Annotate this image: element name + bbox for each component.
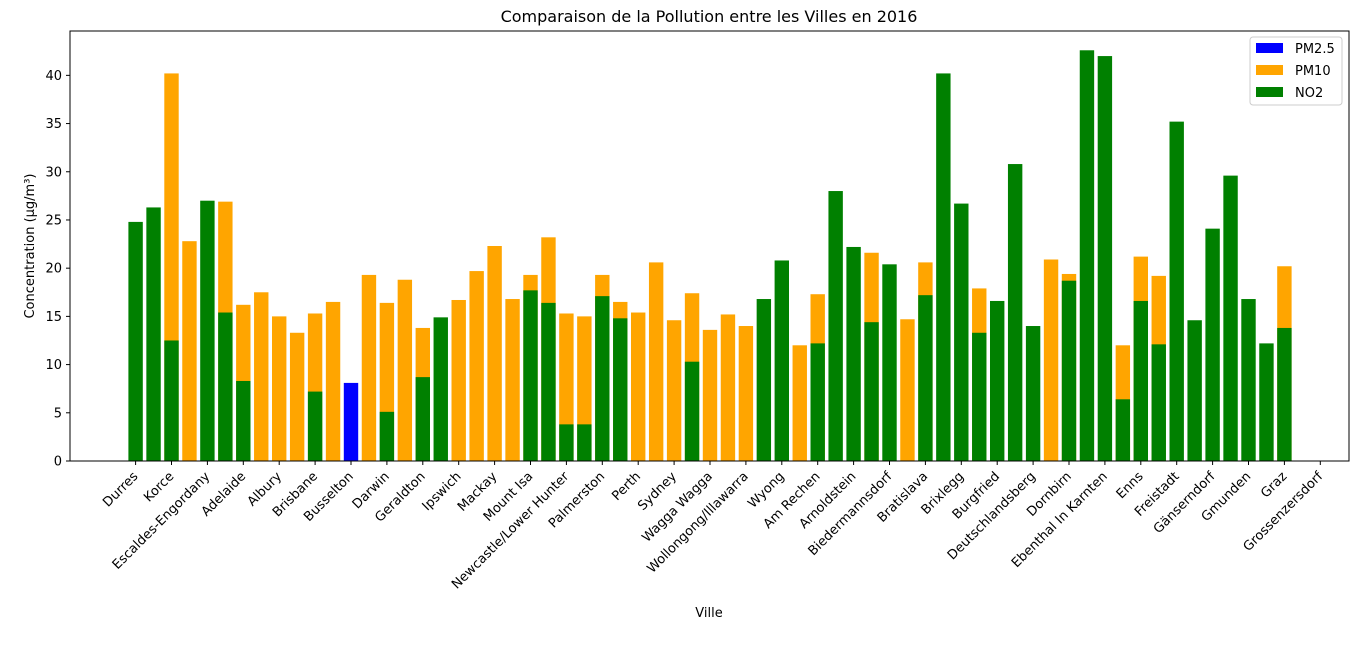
x-axis-label: Ville	[695, 606, 722, 621]
bar-no2-45	[936, 73, 951, 462]
y-axis-label: Concentration (µg/m³)	[23, 173, 38, 318]
bar-no2-2	[164, 340, 179, 461]
bar-no2-52	[1061, 280, 1077, 461]
bar-no2-25	[577, 424, 592, 461]
legend-swatch-pm25	[1256, 43, 1283, 53]
bar-pm10-7	[254, 292, 269, 461]
bar-no2-16	[415, 377, 430, 461]
bar-no2-31	[684, 361, 700, 461]
bar-pm10-29	[648, 262, 664, 461]
bar-no2-23	[541, 302, 556, 461]
bar-pm10-30	[666, 320, 682, 461]
bar-no2-10	[307, 391, 323, 461]
bar-no2-55	[1115, 399, 1131, 461]
series-pm25	[343, 382, 359, 461]
bar-no2-38	[810, 343, 825, 461]
bar-no2-57	[1151, 344, 1166, 461]
series-no2	[128, 50, 1292, 462]
legend-swatch-no2	[1256, 87, 1283, 97]
bar-no2-1	[146, 207, 161, 461]
bar-no2-50	[1025, 326, 1041, 461]
bar-no2-47	[972, 332, 987, 461]
bar-no2-46	[954, 203, 969, 461]
x-axis: Durres KorceEscaldes-EngordanyAdelaideAlb…	[100, 461, 1326, 592]
bar-pm10-3	[182, 241, 197, 461]
bar-no2-6	[236, 380, 251, 461]
bar-pm10-51	[1043, 259, 1059, 461]
bar-no2-59	[1187, 320, 1202, 461]
bar-pm10-32	[702, 329, 718, 461]
bar-pm10-8	[272, 316, 287, 461]
bar-pm25-12	[343, 382, 359, 461]
bar-pm10-33	[720, 314, 736, 461]
y-tick-label-0: 0	[54, 455, 62, 470]
legend-swatch-pm10	[1256, 65, 1283, 75]
bar-pm10-28	[631, 312, 646, 461]
bar-pm10-15	[397, 279, 413, 461]
chart-title: Comparaison de la Pollution entre les Vi…	[501, 7, 918, 26]
bar-pm10-11	[325, 301, 341, 461]
bar-no2-63	[1259, 343, 1274, 461]
bar-pm10-13	[361, 274, 377, 461]
bar-no2-24	[559, 424, 574, 461]
bar-no2-22	[523, 290, 538, 461]
y-tick-label-30: 30	[45, 165, 62, 180]
bar-pm10-19	[469, 271, 484, 461]
bar-no2-17	[433, 317, 448, 461]
x-tick-label-32: Graz	[1258, 469, 1290, 501]
bar-pm10-9	[289, 332, 305, 461]
bar-no2-41	[864, 322, 879, 461]
bar-pm10-43	[900, 319, 915, 461]
bar-no2-62	[1241, 299, 1256, 461]
bar-no2-49	[1007, 164, 1023, 462]
x-tick-label-28: Enns	[1114, 469, 1147, 502]
bar-no2-5	[218, 312, 233, 461]
bar-no2-48	[990, 300, 1005, 461]
legend-label-pm10: PM10	[1295, 64, 1331, 79]
bar-no2-26	[595, 296, 610, 461]
legend-label-no2: NO2	[1295, 86, 1323, 101]
bar-no2-54	[1097, 56, 1113, 461]
bar-no2-36	[774, 260, 789, 461]
legend: PM2.5 PM10 NO2	[1249, 36, 1343, 106]
bar-no2-14	[379, 411, 395, 461]
bar-pm10-18	[451, 299, 466, 461]
bar-no2-60	[1205, 228, 1220, 461]
y-tick-label-25: 25	[45, 213, 62, 228]
y-tick-label-10: 10	[45, 358, 62, 373]
bar-no2-61	[1223, 175, 1238, 461]
y-tick-label-15: 15	[45, 310, 62, 325]
bar-pm10-34	[738, 326, 754, 461]
y-tick-label-20: 20	[45, 262, 62, 277]
bar-pm10-24	[559, 313, 574, 461]
y-tick-label-35: 35	[45, 117, 62, 132]
bar-no2-0	[128, 221, 143, 461]
bars-group	[128, 50, 1292, 462]
y-tick-label-40: 40	[45, 69, 62, 84]
bar-pm10-20	[487, 246, 502, 461]
bar-no2-40	[846, 246, 861, 461]
bar-no2-39	[828, 191, 843, 462]
bar-no2-44	[918, 295, 933, 461]
bar-no2-4	[200, 200, 215, 461]
bar-no2-35	[756, 299, 772, 461]
bar-no2-64	[1277, 327, 1292, 461]
x-tick-label-0: Durres	[100, 469, 141, 510]
bar-no2-58	[1169, 121, 1184, 461]
y-tick-label-5: 5	[54, 406, 62, 421]
bar-no2-56	[1133, 300, 1148, 461]
legend-label-pm25: PM2.5	[1295, 42, 1335, 57]
bar-pm10-21	[505, 299, 520, 461]
y-axis: 0 5 10 15 20 25 30 35 40	[45, 69, 70, 470]
bar-pm10-37	[792, 345, 807, 461]
bar-no2-27	[613, 318, 628, 461]
bar-no2-42	[882, 264, 897, 461]
bar-no2-53	[1079, 50, 1095, 461]
